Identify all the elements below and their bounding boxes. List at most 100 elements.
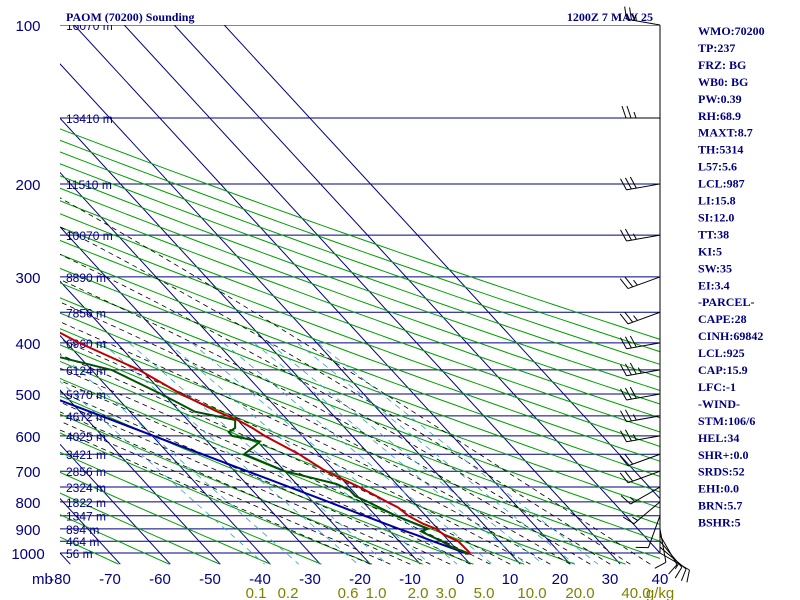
- wind-barb-flag: [624, 6, 628, 20]
- dry-adiabat-line: [60, 514, 170, 565]
- mixing-ratio-label: 5.0: [474, 585, 495, 600]
- index-entry: LI:15.8: [698, 194, 736, 208]
- wind-barb: [621, 105, 660, 119]
- wind-barb: [620, 362, 661, 377]
- wind-barb-shaft: [626, 234, 661, 242]
- temperature-tick-label: 30: [602, 571, 619, 588]
- mixing-ratio-line: [253, 342, 527, 565]
- moist-adiabat-line: [60, 197, 651, 565]
- temperature-profile: [60, 331, 472, 555]
- index-entry: CINH:69842: [698, 329, 763, 343]
- index-entry: STM:106/6: [698, 414, 755, 428]
- wind-barb-shaft: [647, 515, 661, 548]
- pressure-axis-labels: 100 200 300 400 500 600 700 800 900 1000: [11, 18, 44, 563]
- mixing-ratio-label: 2.0: [408, 585, 429, 600]
- dry-adiabat-line: [60, 200, 660, 419]
- wind-barb-flag: [624, 276, 634, 288]
- wind-barb-flag: [620, 337, 627, 350]
- wind-barb-half-flag: [633, 315, 638, 321]
- height-label: 4672 m: [66, 410, 106, 424]
- temperature-tick-label: -50: [199, 571, 221, 588]
- isotherm-line: [60, 117, 471, 565]
- dry-adiabat-line: [60, 267, 660, 493]
- temperature-axis-labels: -80 -70 -60 -50 -40 -30 -20 -10 0 10 20 30 40: [49, 571, 668, 588]
- wind-barb-shaft: [630, 486, 661, 505]
- wind-barb-flag: [624, 470, 634, 482]
- dry-adiabat-line: [60, 344, 626, 565]
- wind-barb-shaft: [627, 453, 661, 467]
- wind-barb-flag: [674, 567, 683, 579]
- wind-barb-half-flag: [633, 111, 637, 119]
- dry-adiabat-line: [60, 451, 322, 565]
- wind-barb: [620, 228, 661, 242]
- index-entry: RH:68.9: [698, 109, 741, 123]
- wind-barb-flag: [629, 386, 637, 399]
- pressure-label: 800: [15, 495, 40, 512]
- wind-barb-shaft: [626, 342, 661, 350]
- index-entry: MAXT:8.7: [698, 126, 753, 140]
- index-entry: -PARCEL-: [698, 295, 754, 309]
- wind-barb-shaft: [627, 470, 661, 484]
- dry-adiabat-line: [60, 312, 660, 542]
- temperature-tick-label: 0: [456, 571, 464, 588]
- height-label: 2324 m: [66, 481, 106, 495]
- pressure-label: 300: [15, 270, 40, 287]
- index-entry: BRN:5.7: [698, 499, 742, 513]
- station-title: PAOM (70200) Sounding: [66, 10, 194, 24]
- temperature-tick-label: -40: [249, 571, 271, 588]
- wind-barb-flag: [626, 105, 632, 119]
- wind-barb-shaft: [633, 501, 661, 525]
- index-entry: TP:237: [698, 41, 735, 55]
- wind-barb-shaft: [659, 534, 678, 565]
- wind-barb-flag: [622, 516, 635, 525]
- plot-area: 16070 m 13410 m 11510 m 10070 m 8890 m 7856 m…: [60, 25, 660, 565]
- mixing-ratio-line: [101, 342, 359, 565]
- isotherm-line: [60, 443, 171, 565]
- mixing-ratio-label: 10.0: [517, 585, 546, 600]
- wind-barb-flag: [624, 228, 632, 241]
- wind-barb-flag: [620, 364, 627, 377]
- wind-barb-half-flag: [632, 516, 639, 521]
- wind-barb-shaft: [659, 528, 667, 563]
- index-entry: PW:0.39: [698, 92, 742, 106]
- mixing-ratio-label: 0.2: [278, 585, 299, 600]
- wind-barb-shaft: [626, 183, 661, 191]
- dry-adiabat-line: [60, 163, 660, 378]
- index-entry: BSHR:5: [698, 516, 741, 530]
- wind-barb-flag: [686, 569, 690, 583]
- dry-adiabat-line: [60, 128, 660, 340]
- height-label: 1347 m: [66, 510, 106, 524]
- wind-barb: [620, 409, 661, 423]
- isotherm-line: [60, 334, 271, 565]
- wind-barb-flag: [619, 313, 629, 325]
- wind-barb-half-flag: [674, 563, 680, 570]
- wind-barb-flag: [621, 105, 627, 119]
- moist-adiabat-line: [60, 338, 531, 565]
- pressure-label: 500: [15, 387, 40, 404]
- dry-adiabat-line: [60, 226, 660, 448]
- index-entry: CAP:15.9: [698, 363, 748, 377]
- index-entry: LCL:987: [698, 177, 745, 191]
- wind-barb: [619, 453, 661, 467]
- moist-adiabat-line: [60, 429, 371, 565]
- mixing-ratio-line: [191, 342, 458, 565]
- wind-barbs: [619, 6, 690, 583]
- height-label: 464 m: [66, 535, 99, 549]
- pressure-unit-label: mb: [32, 571, 53, 588]
- wind-barb-flag: [629, 362, 637, 375]
- index-entry: SI:12.0: [698, 210, 734, 224]
- index-entry: L57:5.6: [698, 160, 737, 174]
- moist-adiabat-line: [60, 279, 591, 565]
- pressure-label: 200: [15, 177, 40, 194]
- isotherm-line: [60, 389, 221, 565]
- mixing-ratio-line: [128, 342, 388, 565]
- pressure-label: 900: [15, 522, 40, 539]
- mixing-ratio-line: [167, 342, 431, 565]
- wind-barb: [654, 528, 667, 569]
- dewpoint-line: [60, 356, 471, 556]
- mixing-ratio-lines: [60, 342, 599, 565]
- mixing-ratio-line: [60, 380, 265, 565]
- wind-barb: [620, 386, 661, 401]
- wind-barb-flag: [624, 336, 632, 349]
